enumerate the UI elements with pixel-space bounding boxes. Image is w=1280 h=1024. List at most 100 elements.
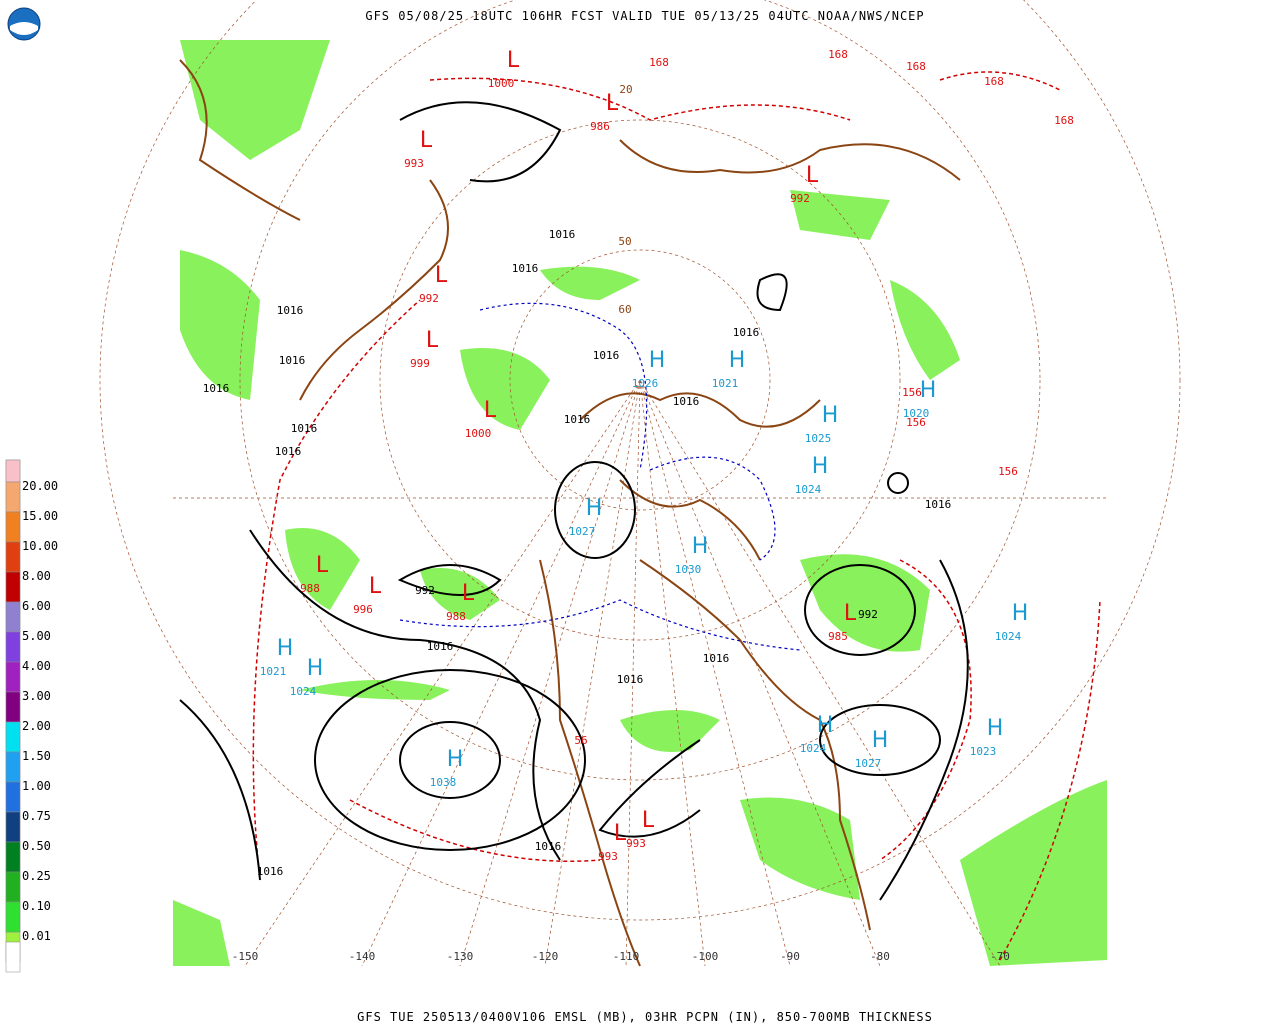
system-pressure: 999 bbox=[410, 357, 430, 370]
system-pressure: 1024 bbox=[800, 742, 827, 755]
system-symbol: L bbox=[426, 328, 439, 353]
system-pressure: 1020 bbox=[903, 407, 930, 420]
legend-label: 6.00 bbox=[22, 599, 51, 613]
isobar-label: 1016 bbox=[279, 354, 306, 367]
system-symbol: H bbox=[987, 716, 1004, 741]
legend-label: 3.00 bbox=[22, 689, 51, 703]
legend-swatch bbox=[5, 781, 21, 813]
system-pressure: 992 bbox=[419, 292, 439, 305]
longitude-label: -70 bbox=[990, 950, 1010, 963]
legend-label: 1.00 bbox=[22, 779, 51, 793]
legend-label: 5.00 bbox=[22, 629, 51, 643]
longitude-label: -120 bbox=[532, 950, 559, 963]
isobar-label: 1016 bbox=[257, 865, 284, 878]
isobar-label: 1016 bbox=[673, 395, 700, 408]
legend-label: 10.00 bbox=[22, 539, 58, 553]
system-symbol: L bbox=[369, 574, 382, 599]
isobar-label: 1016 bbox=[203, 382, 230, 395]
isobar-label: 1016 bbox=[275, 445, 302, 458]
isobar-label: 992 bbox=[415, 584, 435, 597]
map-area bbox=[173, 33, 1107, 966]
legend-swatch bbox=[5, 811, 21, 843]
system-symbol: L bbox=[435, 263, 448, 288]
system-pressure: 1021 bbox=[712, 377, 739, 390]
legend-swatch bbox=[5, 571, 21, 603]
thickness-label: 168 bbox=[1054, 114, 1074, 127]
system-pressure: 1023 bbox=[970, 745, 997, 758]
legend-label: 20.00 bbox=[22, 479, 58, 493]
isobar-label: 1016 bbox=[564, 413, 591, 426]
system-pressure: 992 bbox=[790, 192, 810, 205]
legend-swatch bbox=[5, 661, 21, 693]
system-symbol: H bbox=[692, 534, 709, 559]
system-pressure: 1024 bbox=[795, 483, 822, 496]
system-symbol: L bbox=[806, 163, 819, 188]
system-symbol: H bbox=[277, 636, 294, 661]
system-pressure: 1000 bbox=[488, 77, 515, 90]
legend-swatch bbox=[5, 721, 21, 753]
system-symbol: H bbox=[307, 656, 324, 681]
legend-label: 2.00 bbox=[22, 719, 51, 733]
legend: 20.00 15.00 10.00 8.00 6.00 5.00 4.00 3.00 2.00 1… bbox=[5, 459, 58, 973]
thickness-label: 168 bbox=[649, 56, 669, 69]
system-symbol: L bbox=[484, 398, 497, 423]
system-symbol: H bbox=[649, 348, 666, 373]
graticule bbox=[99, 0, 1181, 967]
system-pressure: 1024 bbox=[290, 685, 317, 698]
legend-label: 0.25 bbox=[22, 869, 51, 883]
isobar-label: 1016 bbox=[512, 262, 539, 275]
thickness-label: 156 bbox=[998, 465, 1018, 478]
latitude-label: 60 bbox=[618, 303, 631, 316]
system-symbol: H bbox=[447, 747, 464, 772]
system-pressure: 993 bbox=[598, 850, 618, 863]
longitude-label: -80 bbox=[870, 950, 890, 963]
legend-swatch bbox=[5, 901, 21, 933]
system-pressure: 1024 bbox=[995, 630, 1022, 643]
isobar-label: 1016 bbox=[549, 228, 576, 241]
noaa-logo-wave bbox=[10, 22, 38, 35]
thickness-label: 156 bbox=[906, 416, 926, 429]
longitude-label: -100 bbox=[692, 950, 719, 963]
thickness-label: 168 bbox=[828, 48, 848, 61]
map: H 1027 H 1038 H 1021 H 1024 H 1026 H 1021 H 1025 H 1024… bbox=[99, 0, 1181, 967]
system-pressure: 1027 bbox=[855, 757, 882, 770]
system-pressure: 1000 bbox=[465, 427, 492, 440]
system-symbol: H bbox=[920, 378, 937, 403]
system-symbol: H bbox=[586, 496, 603, 521]
system-pressure: 1027 bbox=[569, 525, 596, 538]
longitude-label: -140 bbox=[349, 950, 376, 963]
system-symbol: H bbox=[822, 403, 839, 428]
isobar-label: 1016 bbox=[703, 652, 730, 665]
system-pressure: 988 bbox=[300, 582, 320, 595]
system-symbol: L bbox=[420, 128, 433, 153]
legend-swatch bbox=[5, 601, 21, 633]
isobars bbox=[179, 101, 969, 901]
legend-swatch bbox=[5, 691, 21, 723]
legend-swatch bbox=[5, 481, 21, 513]
longitude-label: -90 bbox=[780, 950, 800, 963]
system-symbol: L bbox=[462, 581, 475, 606]
legend-swatch bbox=[5, 871, 21, 903]
system-symbol: L bbox=[844, 601, 857, 626]
legend-swatch bbox=[5, 511, 21, 543]
isobar-label: 1016 bbox=[617, 673, 644, 686]
isobar-label: 1016 bbox=[291, 422, 318, 435]
system-pressure: 1026 bbox=[632, 377, 659, 390]
system-symbol: L bbox=[316, 553, 329, 578]
system-pressure: 1021 bbox=[260, 665, 287, 678]
precip bbox=[173, 40, 1107, 966]
legend-swatch bbox=[5, 541, 21, 573]
thickness-contours-blue bbox=[399, 302, 801, 651]
legend-label: 0.50 bbox=[22, 839, 51, 853]
legend-swatch bbox=[5, 631, 21, 663]
system-symbol: L bbox=[614, 821, 627, 846]
thickness-label: 56 bbox=[574, 734, 587, 747]
legend-swatch bbox=[5, 841, 21, 873]
isobar-label: 992 bbox=[858, 608, 878, 621]
isobar-label: 1016 bbox=[733, 326, 760, 339]
system-pressure: 985 bbox=[828, 630, 848, 643]
map-title: GFS 05/08/25 18UTC 106HR FCST VALID TUE … bbox=[365, 9, 924, 23]
system-pressure: 996 bbox=[353, 603, 373, 616]
system-pressure: 1030 bbox=[675, 563, 702, 576]
